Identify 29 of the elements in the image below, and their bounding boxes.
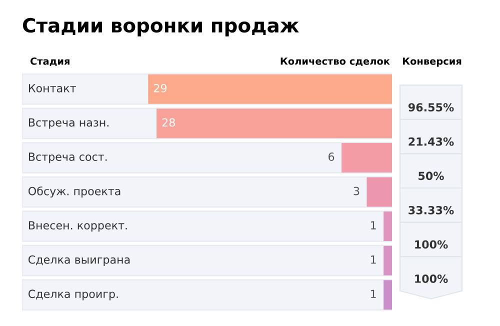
text: 21.43% bbox=[408, 137, 454, 146]
text: 96.55% bbox=[408, 103, 454, 112]
y-tick-label: Сделка выиграна bbox=[28, 255, 130, 266]
text: 100% bbox=[415, 274, 448, 283]
y-tick-label: Внесен. коррект. bbox=[28, 221, 127, 232]
y-tick-label: Сделка проигр. bbox=[28, 290, 118, 300]
y-axis-title: Стадия bbox=[30, 57, 70, 66]
data-label: 1 bbox=[371, 256, 376, 264]
bar bbox=[384, 246, 392, 276]
x-axis-title: Количество сделок bbox=[280, 58, 390, 66]
text: 100% bbox=[415, 240, 448, 249]
y-tick-label: Встреча сост. bbox=[28, 152, 107, 164]
bar bbox=[342, 142, 392, 172]
y-tick-label: Обсуж. проекта bbox=[28, 186, 120, 198]
y-tick-label: Встреча назн. bbox=[28, 118, 108, 129]
data-label: 1 bbox=[371, 290, 376, 298]
data-label: 3 bbox=[354, 186, 360, 196]
text: 33.33% bbox=[408, 206, 454, 214]
data-label: 29 bbox=[154, 84, 167, 92]
bar bbox=[384, 280, 392, 310]
chart-title: Стадии воронки продаж bbox=[22, 18, 299, 36]
text: 50% bbox=[418, 172, 444, 180]
bar bbox=[384, 212, 392, 242]
y-tick-label: Контакт bbox=[28, 84, 76, 92]
data-label: 1 bbox=[371, 221, 376, 230]
text: Конверсия bbox=[402, 58, 462, 67]
data-label: 28 bbox=[162, 118, 175, 127]
bar bbox=[366, 177, 392, 207]
data-label: 6 bbox=[328, 152, 334, 161]
